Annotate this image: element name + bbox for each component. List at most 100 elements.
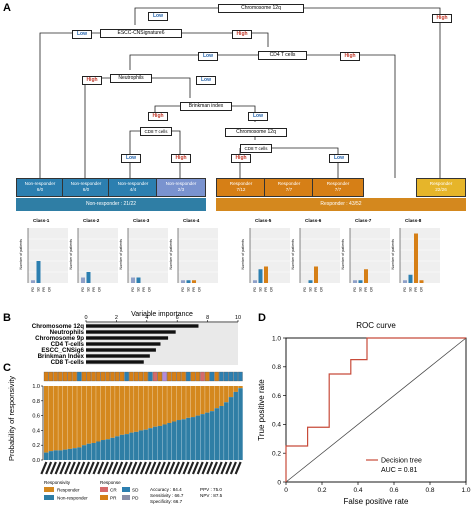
response-strip-cell xyxy=(233,371,238,382)
y-tick-label: 1.0 xyxy=(32,384,40,390)
class-title: Class-1 xyxy=(33,218,50,223)
patient-tick-label xyxy=(173,461,181,475)
responder-bar xyxy=(58,386,63,451)
patient-tick-label xyxy=(73,461,81,475)
roc-diagonal xyxy=(285,337,467,483)
edge-label-low: Low xyxy=(148,12,168,21)
varimp-bar xyxy=(86,348,156,352)
class-plot-bg xyxy=(128,228,168,283)
x-tick-label: 6 xyxy=(176,315,179,321)
leaf-count: 2/3 xyxy=(177,187,185,192)
responder-bar xyxy=(195,386,201,416)
y-tick-label: 0.6 xyxy=(272,393,281,400)
patient-tick-label xyxy=(106,461,114,475)
class-plot-bg xyxy=(400,228,440,283)
class-ylabel: Number of patients xyxy=(241,239,245,270)
responder-bar xyxy=(181,386,186,420)
nonresponder-bar xyxy=(167,423,172,460)
class-tick-label: CR xyxy=(320,286,324,291)
edge-label-low: Low xyxy=(329,154,349,163)
legend-pr-label: PR xyxy=(110,496,117,501)
x-tick-label: 10 xyxy=(235,315,241,321)
nonresponder-bar xyxy=(77,447,82,460)
leaf-label: Responder xyxy=(277,181,301,186)
patient-tick-label xyxy=(154,461,162,475)
response-strip-cell xyxy=(238,371,243,382)
responder-bar xyxy=(100,386,106,441)
class-ylabel: Number of patients xyxy=(291,239,295,270)
x-tick-label: 1.0 xyxy=(461,487,470,494)
nonresponder-bar xyxy=(67,448,73,460)
patient-tick-label xyxy=(215,461,223,475)
responder-bar xyxy=(233,386,238,392)
y-tick-label: 0 xyxy=(277,479,281,486)
leaf-5: Responder 7/12 xyxy=(216,178,266,197)
class-ylabel: Number of patients xyxy=(19,239,23,270)
patient-tick-label xyxy=(149,461,157,475)
edge-label-high: High xyxy=(148,112,168,121)
y-tick-label: 0.2 xyxy=(272,451,281,458)
x-axis-label: False positive rate xyxy=(344,497,409,506)
responder-bar xyxy=(190,386,196,418)
legend-response-title: Response xyxy=(100,480,121,485)
y-tick-label: 0.0 xyxy=(32,458,40,464)
y-tick-label: 0.4 xyxy=(272,422,281,429)
class-tick-label: CR xyxy=(48,286,52,291)
class-ylabel: Number of patients xyxy=(69,239,73,270)
x-tick-label: 0 xyxy=(84,315,87,321)
class-bar xyxy=(408,274,413,283)
responder-bar xyxy=(152,386,158,427)
nonresponder-bar xyxy=(219,405,224,460)
responder-bar xyxy=(162,386,167,425)
class-tick-label: PD xyxy=(403,286,407,291)
patient-tick-label xyxy=(163,461,171,475)
class-tick-label: PD xyxy=(131,286,135,291)
class-tick-label: PR xyxy=(414,286,418,291)
y-tick-label: 1.0 xyxy=(272,335,281,342)
responder-bar xyxy=(186,386,191,418)
x-tick-label: 0 xyxy=(284,487,288,494)
response-strip-cell xyxy=(204,371,210,382)
leaf-count: 7/7 xyxy=(285,187,293,192)
nonresponder-bar xyxy=(81,445,87,460)
tree-node-cd8-2: CD8 T cells xyxy=(240,144,272,153)
class-tick-label: PR xyxy=(92,286,96,291)
class-title: Class-6 xyxy=(305,218,322,223)
tree-node-escc: ESCC-CNSignature6 xyxy=(100,29,182,38)
responder-bar xyxy=(124,386,129,435)
responder-bar xyxy=(224,386,229,403)
response-strip-cell xyxy=(48,371,54,382)
edge-label-high: High xyxy=(432,14,452,23)
varimp-category-label: Neutrophils xyxy=(50,329,85,336)
response-strip-cell xyxy=(105,371,110,382)
response-strip-cell xyxy=(95,371,101,382)
class-bar xyxy=(264,266,268,283)
response-strip-cell xyxy=(152,371,158,382)
responder-bar xyxy=(134,386,139,432)
class-bar xyxy=(419,280,424,283)
nonresponder-bar xyxy=(157,425,163,460)
class-tick-label: SD xyxy=(309,286,313,291)
leaf-count: 6/0 xyxy=(36,187,44,192)
responder-bar xyxy=(129,386,134,433)
response-strip-cell xyxy=(185,371,191,382)
leaf-label: Non-responder xyxy=(117,181,149,186)
tree-node-neutrophils: Neutrophils xyxy=(110,74,152,83)
patient-tick-label xyxy=(182,461,190,475)
leaf-6: Responder 7/7 xyxy=(264,178,314,197)
patient-tick-label xyxy=(206,461,214,475)
class-ylabel: Number of patients xyxy=(169,239,173,270)
patient-tick-label xyxy=(234,461,242,475)
leaf-count: 7/7 xyxy=(334,187,342,192)
responsivity-probability-chart: 1.0 0.8 0.6 0.4 0.2 0.0 Probability of respons… xyxy=(7,371,243,504)
nonresponder-bar xyxy=(110,437,115,460)
legend-series-label: Decision tree xyxy=(381,458,422,465)
class-plot-bg xyxy=(250,228,290,283)
nonresponder-bar xyxy=(224,402,229,460)
class-bar xyxy=(364,269,368,283)
legend-swatch-sd xyxy=(122,487,130,492)
nonresponder-bar xyxy=(200,414,205,460)
edge-label-low: Low xyxy=(198,52,218,61)
class-bar xyxy=(308,280,313,283)
class-bar xyxy=(358,280,363,283)
